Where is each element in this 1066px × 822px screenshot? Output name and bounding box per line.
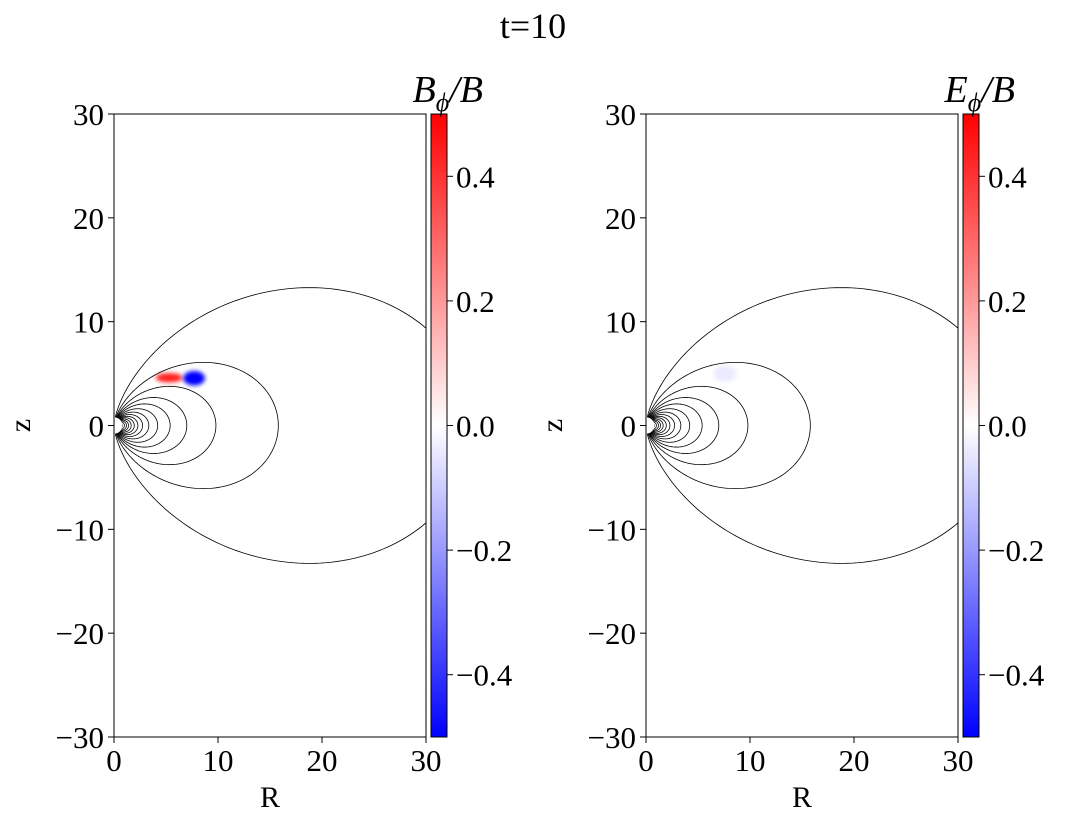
y-tick-label: 10 <box>73 305 104 340</box>
y-tick-label: 20 <box>605 201 636 236</box>
x-tick-label: 30 <box>411 743 442 778</box>
inner-boundary <box>646 417 655 434</box>
field-blob-1 <box>183 370 205 386</box>
inner-boundary <box>114 417 123 434</box>
y-tick-label: −30 <box>56 720 104 755</box>
bphi-panel: 0 10 20 30 −30 −20 −10 0 10 20 30 Rz −0.4 −0.2 0.0 0.2 0… <box>4 69 513 814</box>
field-line-8 <box>646 411 682 440</box>
colorbar-tick-label: 0.2 <box>456 284 495 319</box>
y-tick-label: 30 <box>605 97 636 132</box>
colorbar-tick-label: −0.2 <box>988 533 1044 568</box>
colorbar <box>962 113 980 738</box>
field-line-13 <box>114 361 279 490</box>
colorbar <box>430 113 448 738</box>
colorbar-tick-label: 0.4 <box>988 159 1027 194</box>
field-line-12 <box>114 385 217 466</box>
colorbar-tick-label: 0.0 <box>456 409 495 444</box>
field-blob-0 <box>713 365 737 382</box>
y-tick-label: −20 <box>56 616 104 651</box>
y-tick-label: 30 <box>73 97 104 132</box>
plot-area <box>646 114 958 737</box>
field-blob-0 <box>155 373 183 383</box>
y-axis-label: z <box>4 419 37 432</box>
y-tick-label: 0 <box>621 409 637 444</box>
colorbar-tick-label: −0.4 <box>456 658 513 693</box>
x-tick-label: 20 <box>839 743 870 778</box>
x-axis-label: R <box>792 781 812 814</box>
y-tick-label: 10 <box>605 305 636 340</box>
field-line-10 <box>114 403 171 448</box>
x-tick-label: 30 <box>943 743 974 778</box>
x-tick-label: 10 <box>203 743 234 778</box>
x-tick-label: 0 <box>106 743 122 778</box>
field-line-12 <box>646 385 749 466</box>
field-line-14 <box>114 287 426 564</box>
x-axis-label: R <box>260 781 280 814</box>
field-line-14 <box>646 287 958 564</box>
field-line-8 <box>114 411 150 440</box>
colorbar-tick-label: 0.4 <box>456 159 495 194</box>
field-line-11 <box>646 397 720 454</box>
ephi-panel: 0 10 20 30 −30 −20 −10 0 10 20 30 Rz −0.4 −0.2 0.0 0.2 0… <box>536 69 1045 814</box>
y-tick-label: −10 <box>588 512 636 547</box>
field-line-10 <box>646 403 703 448</box>
y-axis-label: z <box>536 419 569 432</box>
field-line-9 <box>646 408 691 443</box>
x-tick-label: 10 <box>735 743 766 778</box>
field-line-13 <box>646 361 811 490</box>
colorbar-tick-label: 0.0 <box>988 409 1027 444</box>
colorbar-title: Eϕ/B <box>944 69 1015 117</box>
y-tick-label: −30 <box>588 720 636 755</box>
colorbar-tick-label: −0.2 <box>456 533 512 568</box>
plot-area <box>114 114 426 737</box>
y-tick-label: −10 <box>56 512 104 547</box>
figure-title: t=10 <box>500 6 566 46</box>
y-tick-label: 0 <box>89 409 105 444</box>
field-line-11 <box>114 397 188 454</box>
y-tick-label: −20 <box>588 616 636 651</box>
y-tick-label: 20 <box>73 201 104 236</box>
colorbar-title: Bϕ/B <box>413 69 483 117</box>
field-line-9 <box>114 408 159 443</box>
x-tick-label: 0 <box>638 743 654 778</box>
colorbar-tick-label: 0.2 <box>988 284 1027 319</box>
x-tick-label: 20 <box>307 743 338 778</box>
colorbar-tick-label: −0.4 <box>988 658 1045 693</box>
